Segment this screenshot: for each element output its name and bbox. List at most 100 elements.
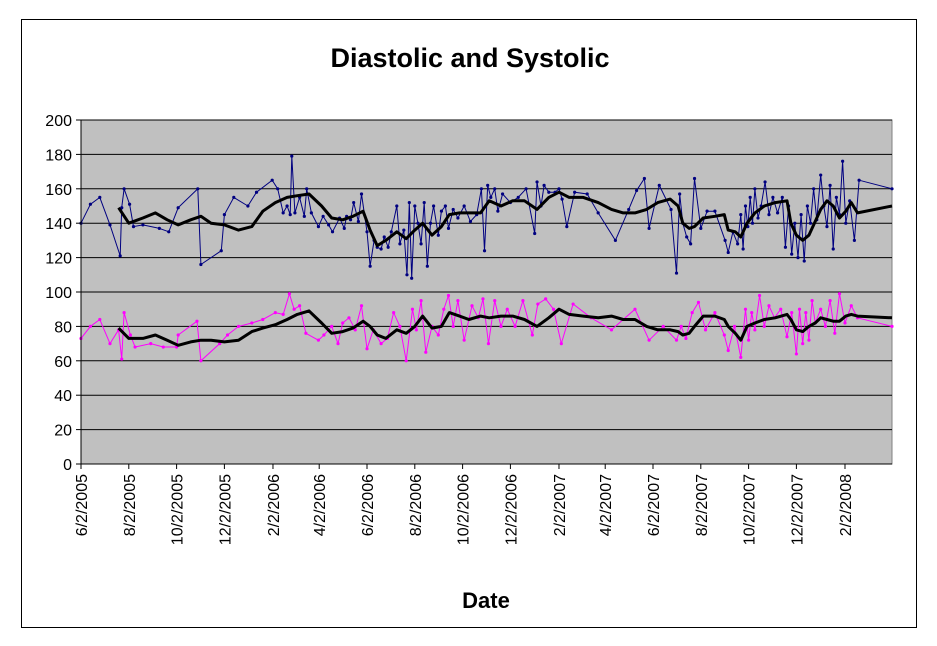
series-0-point-59 [422, 200, 426, 205]
series-layer [79, 154, 894, 363]
series-0-point-53 [405, 273, 409, 277]
series-0-point-137 [812, 187, 816, 191]
series-0-point-28 [302, 214, 306, 218]
series-0-point-58 [419, 242, 423, 246]
series-1-point-9 [149, 342, 153, 346]
series-1-point-62 [536, 302, 540, 306]
chart-title: Diastolic and Systolic [330, 43, 609, 73]
series-0-point-104 [685, 235, 689, 239]
series-1-point-3 [108, 342, 112, 346]
series-0-point-115 [741, 247, 745, 251]
series-0-point-3 [108, 223, 112, 227]
series-1-point-19 [261, 317, 265, 322]
series-0-point-135 [805, 204, 809, 208]
x-tick-label-1: 8/2/2005 [122, 474, 139, 536]
series-1-point-76 [696, 300, 701, 304]
series-1-point-68 [609, 328, 614, 332]
series-1-point-31 [347, 316, 351, 320]
series-1-point-58 [505, 307, 509, 311]
series-1-point-38 [392, 311, 396, 315]
series-0-point-124 [767, 213, 771, 217]
series-0-point-39 [352, 200, 356, 205]
series-0-point-23 [285, 204, 289, 208]
x-tick-label-8: 10/2/2006 [456, 474, 473, 545]
series-0-point-141 [825, 225, 829, 229]
series-1-point-44 [424, 350, 428, 354]
series-1-point-32 [353, 328, 357, 332]
series-1 [79, 291, 894, 363]
series-1-point-26 [316, 338, 321, 342]
y-axis-ticks: 0 20 40 60 80 100 120 140 160 180 200 [45, 113, 72, 474]
series-0-point-80 [516, 195, 520, 199]
series-1-point-74 [684, 336, 688, 341]
series-0-point-143 [831, 247, 835, 251]
series-0-point-20 [270, 178, 274, 182]
series-0-point-85 [542, 183, 546, 187]
series-1-point-70 [647, 338, 651, 342]
series-1-point-77 [703, 328, 708, 332]
x-tick-label-7: 8/2/2006 [408, 474, 425, 536]
series-1-point-48 [446, 293, 451, 298]
series-1-point-54 [481, 297, 485, 301]
series-0-point-94 [613, 238, 617, 242]
series-1-point-86 [753, 328, 757, 332]
series-1-point-89 [767, 304, 771, 308]
series-0-point-19 [254, 190, 259, 194]
series-1-point-8 [133, 345, 137, 349]
series-0-point-56 [413, 204, 417, 208]
series-0-point-133 [799, 213, 803, 217]
series-0-point-60 [425, 264, 429, 268]
x-tick-label-2: 10/2/2005 [170, 474, 187, 545]
series-0-point-100 [669, 207, 673, 212]
series-1-point-41 [410, 307, 415, 311]
x-tick-label-5: 4/2/2006 [312, 474, 329, 536]
series-0-point-81 [524, 187, 528, 191]
series-0-point-90 [565, 225, 569, 229]
series-0-point-75 [489, 195, 493, 199]
series-0-point-18 [246, 204, 250, 208]
series-1-point-80 [726, 348, 730, 353]
series-2 [117, 190, 893, 248]
series-0-point-106 [692, 176, 697, 181]
x-tick-label-0: 6/2/2005 [74, 474, 91, 536]
series-0-point-102 [678, 192, 682, 196]
series-1-point-27 [322, 333, 326, 337]
series-1-point-18 [250, 321, 254, 325]
series-0-point-127 [780, 195, 784, 199]
series-1-point-22 [287, 292, 292, 296]
series-0-point-116 [743, 204, 748, 208]
x-tick-label-6: 6/2/2006 [360, 474, 377, 536]
series-1-point-101 [819, 307, 823, 311]
series-0-point-8 [131, 225, 136, 229]
series-1-point-103 [828, 299, 832, 303]
series-0-point-142 [828, 183, 832, 187]
y-tick-label-5: 100 [45, 285, 72, 302]
series-0-point-13 [196, 187, 200, 191]
series-1-point-63 [544, 297, 548, 301]
series-1-point-106 [843, 321, 847, 325]
series-1-point-28 [330, 324, 334, 328]
series-0-point-66 [446, 226, 451, 230]
series-1-point-43 [419, 299, 423, 303]
series-0-point-76 [493, 187, 497, 191]
series-0-point-31 [316, 225, 321, 229]
series-0-point-67 [451, 207, 455, 212]
series-1-point-61 [530, 333, 534, 337]
series-0-point-34 [330, 230, 335, 234]
series-0-point-119 [750, 221, 755, 225]
series-0-point-77 [496, 209, 500, 213]
series-1-point-20 [273, 311, 277, 315]
series-1-point-30 [341, 321, 345, 325]
series-0-point-51 [398, 242, 402, 246]
series-1-point-57 [499, 324, 503, 328]
y-tick-label-4: 80 [54, 319, 72, 336]
series-1-point-42 [414, 328, 418, 332]
series-0-point-10 [157, 226, 161, 230]
series-0-point-4 [118, 254, 122, 258]
series-1-point-5 [120, 357, 124, 361]
series-0-point-151 [890, 187, 894, 191]
series-0-point-99 [657, 183, 661, 187]
series-1-point-83 [743, 307, 748, 311]
series-1-point-17 [236, 324, 241, 328]
series-1-point-23 [292, 307, 296, 311]
